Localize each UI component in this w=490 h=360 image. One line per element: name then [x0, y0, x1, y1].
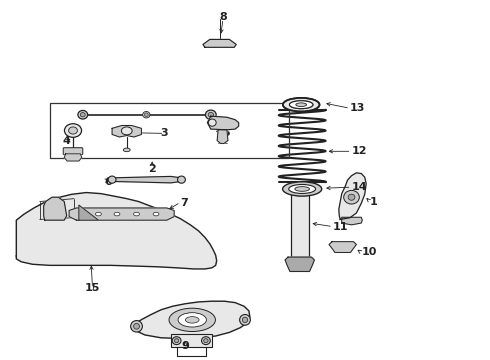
- Ellipse shape: [295, 186, 310, 191]
- Polygon shape: [339, 173, 366, 220]
- Text: 1: 1: [370, 197, 378, 207]
- Ellipse shape: [205, 110, 216, 120]
- Ellipse shape: [208, 119, 216, 126]
- Ellipse shape: [289, 184, 316, 193]
- FancyBboxPatch shape: [63, 148, 83, 154]
- Bar: [49, 103, 289, 158]
- Polygon shape: [217, 130, 228, 143]
- Ellipse shape: [201, 337, 210, 345]
- Ellipse shape: [296, 103, 307, 107]
- Ellipse shape: [123, 148, 130, 152]
- Polygon shape: [207, 116, 239, 130]
- Text: 12: 12: [351, 146, 367, 156]
- Polygon shape: [64, 154, 82, 161]
- Polygon shape: [112, 176, 181, 183]
- Ellipse shape: [134, 212, 140, 216]
- Ellipse shape: [172, 337, 181, 345]
- Polygon shape: [112, 126, 142, 137]
- Ellipse shape: [153, 212, 159, 216]
- Ellipse shape: [122, 127, 132, 135]
- Text: 2: 2: [148, 164, 156, 174]
- Bar: [171, 334, 212, 347]
- Ellipse shape: [185, 317, 199, 323]
- Ellipse shape: [174, 339, 179, 343]
- Text: 3: 3: [161, 129, 168, 138]
- Polygon shape: [44, 197, 67, 220]
- Ellipse shape: [96, 212, 101, 216]
- Ellipse shape: [169, 308, 216, 332]
- Ellipse shape: [114, 212, 120, 216]
- Text: 7: 7: [180, 198, 188, 208]
- Ellipse shape: [65, 124, 81, 137]
- Polygon shape: [69, 208, 174, 220]
- Ellipse shape: [177, 176, 185, 183]
- Ellipse shape: [290, 101, 313, 109]
- Text: 9: 9: [181, 341, 189, 351]
- Ellipse shape: [296, 103, 307, 107]
- Ellipse shape: [283, 98, 319, 112]
- FancyBboxPatch shape: [291, 193, 309, 257]
- Ellipse shape: [290, 101, 313, 109]
- Polygon shape: [16, 193, 217, 269]
- Ellipse shape: [283, 182, 322, 196]
- Text: 14: 14: [351, 182, 367, 192]
- Ellipse shape: [348, 194, 355, 200]
- Text: 5: 5: [222, 129, 230, 138]
- Text: 15: 15: [85, 283, 100, 293]
- Ellipse shape: [204, 339, 208, 343]
- Ellipse shape: [145, 113, 148, 117]
- Ellipse shape: [178, 313, 206, 327]
- Ellipse shape: [143, 112, 150, 118]
- Polygon shape: [329, 242, 356, 252]
- Polygon shape: [342, 217, 362, 225]
- Text: 4: 4: [63, 136, 71, 146]
- Text: 8: 8: [219, 12, 227, 22]
- Ellipse shape: [78, 111, 88, 119]
- Ellipse shape: [108, 176, 116, 183]
- Text: 6: 6: [104, 177, 112, 187]
- Ellipse shape: [134, 323, 140, 329]
- Ellipse shape: [243, 317, 247, 323]
- Ellipse shape: [240, 315, 250, 325]
- Polygon shape: [132, 301, 250, 338]
- Polygon shape: [79, 205, 98, 220]
- Polygon shape: [285, 257, 315, 271]
- Ellipse shape: [69, 127, 77, 134]
- Text: 10: 10: [361, 247, 377, 257]
- Polygon shape: [203, 40, 236, 47]
- Ellipse shape: [131, 320, 143, 332]
- Ellipse shape: [343, 190, 359, 204]
- Text: 11: 11: [333, 222, 348, 231]
- Text: 13: 13: [350, 103, 366, 113]
- Ellipse shape: [80, 113, 85, 117]
- Ellipse shape: [208, 112, 214, 117]
